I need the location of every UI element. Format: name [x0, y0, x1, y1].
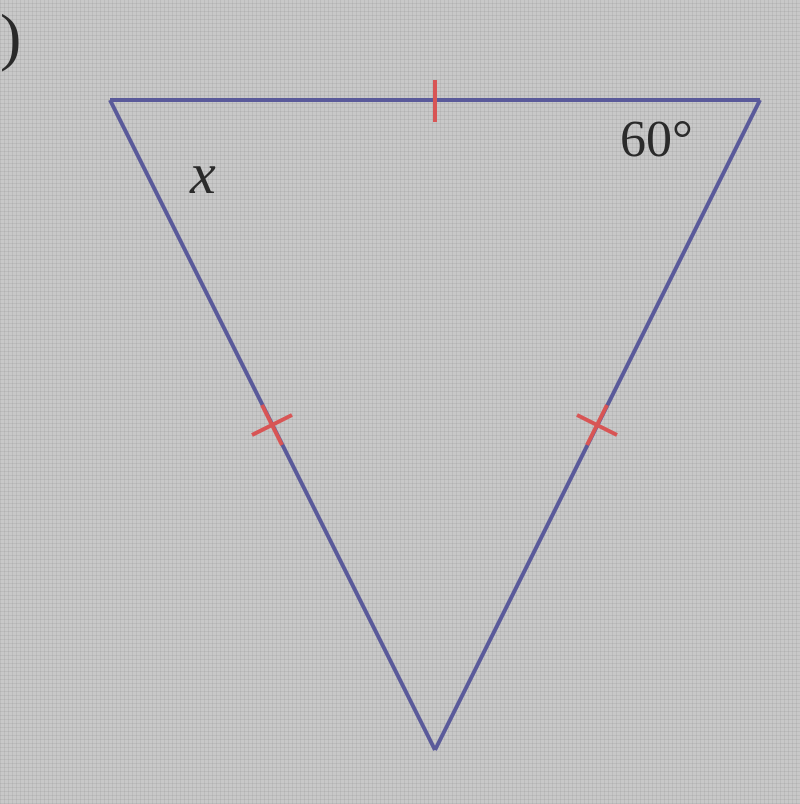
angle-label-60: 60° — [620, 110, 693, 169]
triangle-diagram: 60° x — [90, 80, 770, 780]
angle-label-x: x — [190, 140, 216, 207]
problem-number-label: ) — [0, 0, 21, 74]
tick-mark-left-2 — [262, 405, 282, 445]
tick-mark-right-2 — [587, 405, 607, 445]
